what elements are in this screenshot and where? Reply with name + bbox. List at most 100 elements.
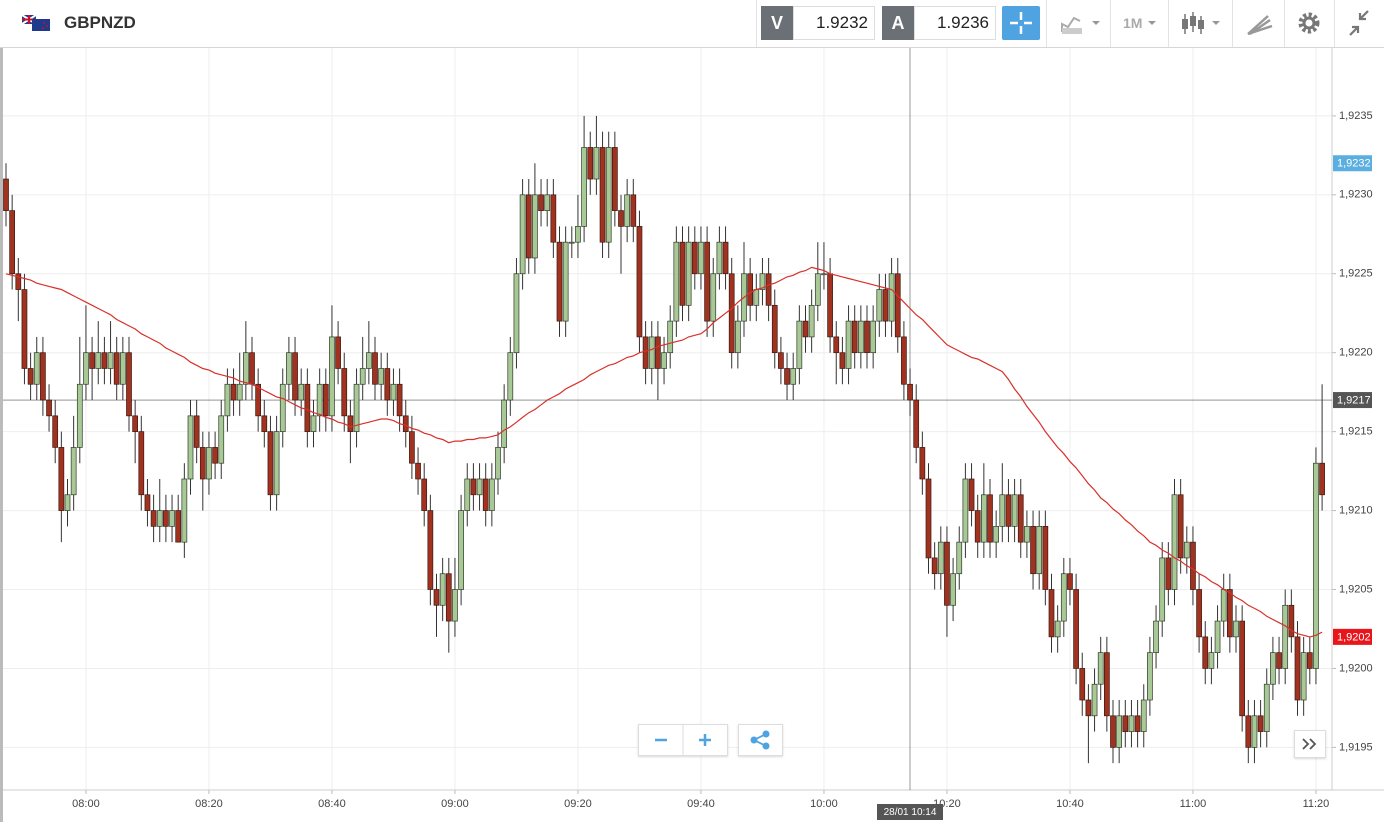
candle-body: [753, 289, 760, 306]
candle-body: [821, 273, 827, 276]
candle-body: [919, 447, 926, 480]
collapse-button[interactable]: [1346, 6, 1372, 40]
candle-body: [52, 415, 59, 448]
candle-type-button[interactable]: [1178, 6, 1226, 40]
settings-button[interactable]: [1296, 6, 1322, 40]
share-icon: [750, 730, 770, 750]
zoom-in[interactable]: [683, 725, 727, 755]
candle-body: [974, 510, 981, 543]
candle-body: [452, 589, 458, 622]
candle-body: [968, 478, 975, 511]
candle-body: [864, 320, 870, 354]
candle-body: [624, 194, 631, 227]
candle-body: [980, 494, 987, 543]
candle-body: [851, 320, 858, 354]
candle-body: [501, 399, 507, 448]
timeframe[interactable]: 1M: [1123, 15, 1143, 31]
candle-body: [243, 352, 249, 385]
candle-body: [655, 336, 661, 369]
candle-body: [9, 210, 15, 275]
candle-body: [1270, 652, 1276, 685]
candle-body: [618, 210, 624, 227]
ask-label: A: [882, 6, 914, 40]
chart-type-button[interactable]: [1058, 6, 1106, 40]
candle-body: [1091, 683, 1098, 717]
x-tick-label: 09:00: [441, 798, 469, 810]
candle-body: [1042, 526, 1049, 590]
candle-body: [894, 273, 901, 338]
x-tick-label: 09:20: [564, 798, 592, 810]
x-tick-label: 09:40: [687, 798, 715, 810]
candle-body: [1171, 494, 1178, 590]
ask-value[interactable]: 1.9236: [914, 6, 996, 40]
candle-body: [507, 352, 514, 401]
candle-body: [83, 352, 89, 385]
candle-body: [1202, 636, 1209, 669]
crosshair-price-label: 1,9217: [1337, 394, 1371, 406]
candle-body: [667, 320, 674, 354]
candle-body: [1147, 652, 1153, 701]
timeframe-dropdown[interactable]: [1146, 6, 1160, 40]
ask-price: 1.9236: [937, 13, 989, 32]
candle-body: [267, 431, 274, 496]
separator: [756, 0, 757, 47]
chevrons: [1302, 738, 1317, 750]
candle-body: [206, 447, 212, 480]
candle-body: [1282, 604, 1289, 669]
candle-body: [322, 383, 329, 417]
zoom-out[interactable]: [639, 725, 683, 755]
candle-body: [212, 447, 218, 464]
scroll-end-button[interactable]: [1294, 730, 1326, 758]
candle-body: [292, 352, 298, 401]
candle-body: [249, 352, 255, 385]
candle-body: [1251, 715, 1258, 748]
crosshair-button[interactable]: [1002, 6, 1040, 40]
candle-body: [1073, 589, 1079, 669]
candle-body: [1122, 715, 1129, 732]
candle-body: [630, 194, 637, 227]
candle-body: [286, 352, 292, 385]
separator: [1168, 0, 1169, 47]
bid-label: V: [761, 6, 793, 40]
candle-body: [962, 478, 969, 543]
candle-body: [888, 273, 895, 322]
candle-body: [599, 147, 606, 243]
draw-button[interactable]: [1244, 6, 1274, 40]
candle-body: [1196, 589, 1202, 638]
candle-body: [1103, 652, 1110, 717]
candle-body: [476, 478, 483, 496]
bid-value[interactable]: 1.9232: [793, 6, 875, 40]
candle-body: [1048, 589, 1055, 638]
candle-body: [1276, 652, 1282, 669]
candle-body: [525, 194, 532, 259]
candle-body: [1085, 699, 1092, 717]
candle-body: [76, 383, 83, 448]
candle-body: [402, 415, 409, 432]
candle-body: [1024, 526, 1030, 543]
share-button[interactable]: [738, 724, 783, 756]
symbol: GBPNZD: [64, 13, 136, 32]
candle-body: [89, 352, 95, 369]
candle-body: [1300, 652, 1307, 701]
candle-body: [261, 415, 268, 432]
candle-body: [568, 241, 575, 244]
candle-body: [685, 241, 692, 306]
candle-body: [1239, 620, 1246, 717]
candle-body: [605, 147, 612, 243]
candle-body: [458, 510, 464, 590]
candle-body: [439, 573, 446, 606]
crosshair-time-box: [877, 804, 943, 820]
candle-body: [999, 494, 1006, 527]
candle-body: [193, 415, 200, 448]
candle-body: [925, 478, 932, 559]
candle-body: [279, 383, 286, 432]
candle-body: [33, 352, 40, 385]
candle-body: [1245, 715, 1252, 748]
candle-body: [1060, 573, 1067, 622]
candle-body: [107, 352, 114, 369]
candle-body: [581, 147, 587, 227]
bid-price: 1.9232: [816, 13, 868, 32]
candle-body: [156, 510, 163, 527]
toolbar: GBPNZD V 1.9232 A 1.9236 1M: [0, 0, 1384, 48]
candle-body: [1220, 589, 1227, 622]
